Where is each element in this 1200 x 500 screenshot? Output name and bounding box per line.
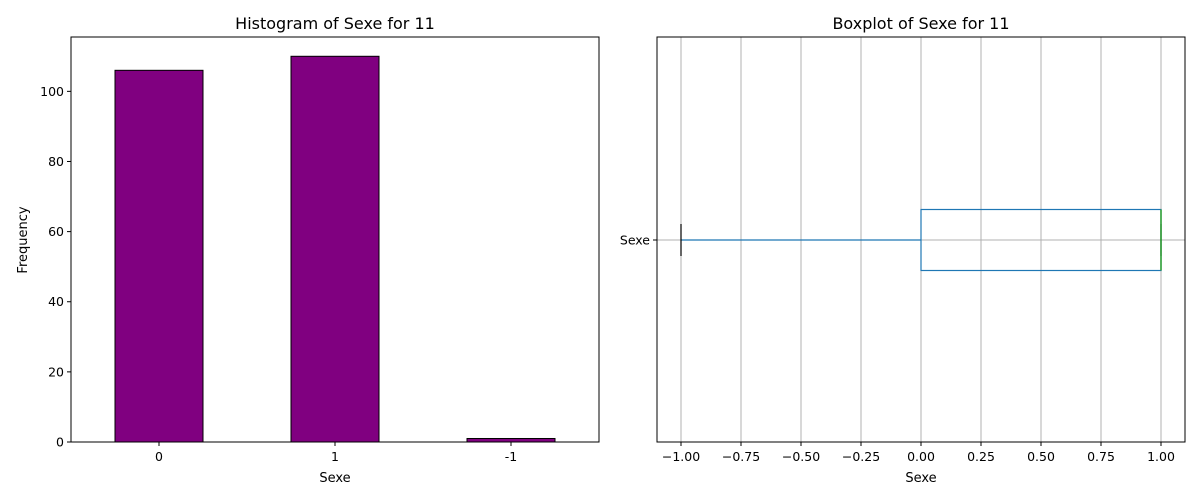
boxplot-x-label: Sexe	[905, 471, 936, 486]
histogram-y-tick-label: 100	[40, 84, 64, 99]
histogram-x-label: Sexe	[319, 471, 350, 486]
boxplot-x-tick-label: 0.00	[907, 449, 935, 464]
histogram-axes-frame	[70, 36, 600, 443]
histogram-bar-1	[290, 55, 380, 443]
boxplot-panel: Boxplot of Sexe for 11 −1.00 −0.75 −0.50 −0…	[620, 14, 1186, 486]
histogram-bars	[114, 55, 556, 443]
boxplot-axes-frame	[656, 36, 1186, 443]
histogram-x-tick-label: -1	[505, 449, 517, 464]
boxplot-x-tick-label: 0.50	[1027, 449, 1055, 464]
histogram-bar-0	[114, 69, 204, 443]
histogram-y-tick-label: 60	[48, 224, 64, 239]
boxplot-x-tick-label: 0.25	[967, 449, 995, 464]
boxplot-x-ticks: −1.00 −0.75 −0.50 −0.25 0.00 0.25 0.50 0.75 1.00	[662, 442, 1175, 464]
histogram-x-tick-label: 0	[155, 449, 163, 464]
histogram-panel: Histogram of Sexe for 11 0 20 40 60 80 100 0 1…	[16, 14, 600, 486]
histogram-y-tick-label: 20	[48, 364, 64, 379]
boxplot-title: Boxplot of Sexe for 11	[832, 14, 1009, 33]
boxplot-y-ticks: Sexe	[620, 233, 657, 248]
boxplot-x-tick-label: −0.50	[782, 449, 820, 464]
boxplot-elements	[680, 208, 1162, 272]
histogram-y-ticks: 0 20 40 60 80 100	[40, 84, 71, 450]
histogram-y-tick-label: 0	[56, 435, 64, 450]
boxplot-y-tick-label: Sexe	[620, 233, 650, 248]
histogram-y-tick-label: 40	[48, 294, 64, 309]
boxplot-x-tick-label: −0.25	[842, 449, 880, 464]
boxplot-x-tick-label: −0.75	[722, 449, 760, 464]
histogram-title: Histogram of Sexe for 11	[235, 14, 435, 33]
histogram-y-tick-label: 80	[48, 154, 64, 169]
histogram-y-label: Frequency	[16, 206, 31, 273]
boxplot-x-tick-label: 1.00	[1147, 449, 1175, 464]
boxplot-x-tick-label: −1.00	[662, 449, 700, 464]
boxplot-x-tick-label: 0.75	[1087, 449, 1115, 464]
histogram-x-ticks: 0 1 -1	[155, 442, 517, 464]
histogram-bar-2	[466, 437, 556, 443]
histogram-x-tick-label: 1	[331, 449, 339, 464]
